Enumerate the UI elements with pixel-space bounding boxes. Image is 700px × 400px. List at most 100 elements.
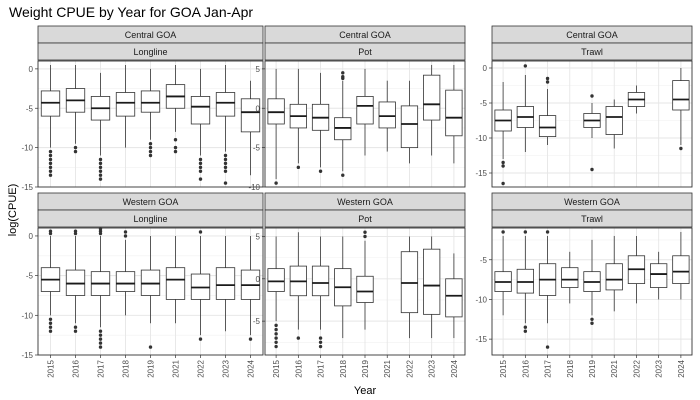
outlier-point (341, 173, 345, 177)
box-2016 (65, 64, 86, 154)
box-iqr (605, 106, 623, 135)
y-tick-label: -15 (475, 335, 487, 344)
box-iqr (140, 90, 161, 113)
outlier-point (318, 169, 323, 173)
x-tick-label: 2015 (47, 359, 56, 377)
outlier-point (590, 317, 594, 321)
strip-gear-label: Trawl (581, 214, 603, 224)
outlier-point (73, 229, 78, 233)
box-2015 (267, 236, 285, 349)
outlier-point (148, 141, 153, 146)
box-iqr (267, 268, 285, 292)
outlier-point (98, 157, 103, 162)
box-2024 (240, 235, 261, 341)
outlier-point (318, 344, 323, 349)
box-2021 (165, 235, 186, 324)
x-tick-label: 2016 (72, 359, 81, 377)
y-tick-label: -10 (248, 183, 260, 192)
strip-region-label: Western GOA (123, 197, 179, 207)
outlier-point (318, 336, 323, 340)
strip-gear-label: Trawl (581, 47, 603, 57)
outlier-point (274, 336, 278, 340)
y-tick-label: -10 (475, 295, 487, 304)
box-2017 (538, 76, 557, 145)
box-iqr (165, 267, 186, 300)
panel-border (37, 60, 264, 188)
x-tick-label: 2015 (499, 359, 508, 377)
y-tick-label: -10 (21, 311, 33, 320)
y-tick-label: -15 (475, 169, 487, 178)
x-tick-label: 2016 (294, 359, 303, 377)
box-2021 (165, 64, 186, 154)
box-2024 (445, 253, 463, 339)
panel-border (491, 60, 693, 188)
y-tick-label: -5 (253, 144, 261, 153)
facet-panel: Western GOA Longline 0 -5 -10 -15 2015 2016 2017… (21, 192, 264, 378)
outlier-point (198, 157, 203, 162)
box-2015 (40, 229, 61, 333)
outlier-point (274, 323, 278, 328)
facet-panel: Central GOA Pot 5 0 -5 -10 (248, 25, 466, 192)
outlier-point (48, 231, 53, 236)
box-iqr (561, 267, 579, 288)
outlier-point (98, 173, 103, 177)
box-2023 (215, 64, 236, 185)
box-iqr (672, 255, 690, 284)
box-iqr (650, 263, 668, 288)
box-2021 (378, 80, 396, 152)
box-2019 (140, 68, 161, 158)
y-tick-label: -15 (21, 183, 33, 192)
box-2024 (672, 231, 690, 300)
box-2017 (311, 236, 330, 349)
outlier-point (48, 325, 53, 329)
outlier-point (248, 337, 253, 341)
outlier-point (363, 230, 367, 234)
chart-title: Weight CPUE by Year for GOA Jan-Apr (9, 4, 253, 20)
box-2022 (627, 235, 646, 304)
box-iqr (115, 271, 136, 292)
outlier-point (48, 173, 53, 177)
box-2018 (115, 230, 136, 316)
strip-region-label: Central GOA (125, 30, 177, 40)
strip-gear-label: Pot (358, 214, 372, 224)
panel-border (264, 227, 466, 356)
outlier-point (148, 149, 153, 154)
facet-panels: Central GOA Longline 0 -5 -10 -15 Central GOA P… (21, 25, 693, 378)
outlier-point (198, 337, 203, 341)
x-tick-label: 2023 (655, 359, 664, 377)
box-2016 (516, 64, 534, 152)
outlier-point (523, 329, 528, 333)
outlier-point (545, 76, 550, 81)
outlier-point (98, 341, 103, 345)
box-2015 (267, 68, 285, 185)
outlier-point (48, 161, 53, 166)
strip-gear-box (264, 209, 466, 228)
outlier-point (148, 153, 153, 158)
outlier-point (274, 340, 278, 344)
outlier-point (123, 234, 128, 238)
x-tick-label: 2015 (272, 359, 281, 377)
outlier-point (545, 80, 550, 84)
panel-border (491, 227, 693, 356)
box-iqr (215, 267, 236, 300)
outlier-point (48, 169, 53, 173)
x-tick-label: 2024 (450, 359, 459, 377)
outlier-point (98, 345, 103, 349)
x-tick-label: 2024 (677, 359, 686, 377)
facet-panel: Western GOA Pot 5 0 -5 2015 2016 2017 2018 2019 20… (253, 192, 466, 378)
outlier-point (341, 71, 345, 75)
outlier-point (318, 340, 323, 344)
box-2022 (190, 230, 211, 341)
outlier-point (545, 345, 550, 349)
x-tick-label: 2017 (544, 359, 553, 377)
x-tick-label: 2019 (147, 359, 156, 377)
y-tick-label: 0 (29, 65, 34, 74)
y-tick-label: -15 (21, 351, 33, 360)
strip-gear-label: Pot (358, 47, 372, 57)
outlier-point (198, 230, 203, 234)
outlier-point (148, 345, 153, 349)
strip-gear-box (37, 42, 264, 61)
strip-gear-label: Longline (133, 47, 167, 57)
box-2017 (538, 230, 557, 349)
outlier-point (523, 325, 528, 329)
